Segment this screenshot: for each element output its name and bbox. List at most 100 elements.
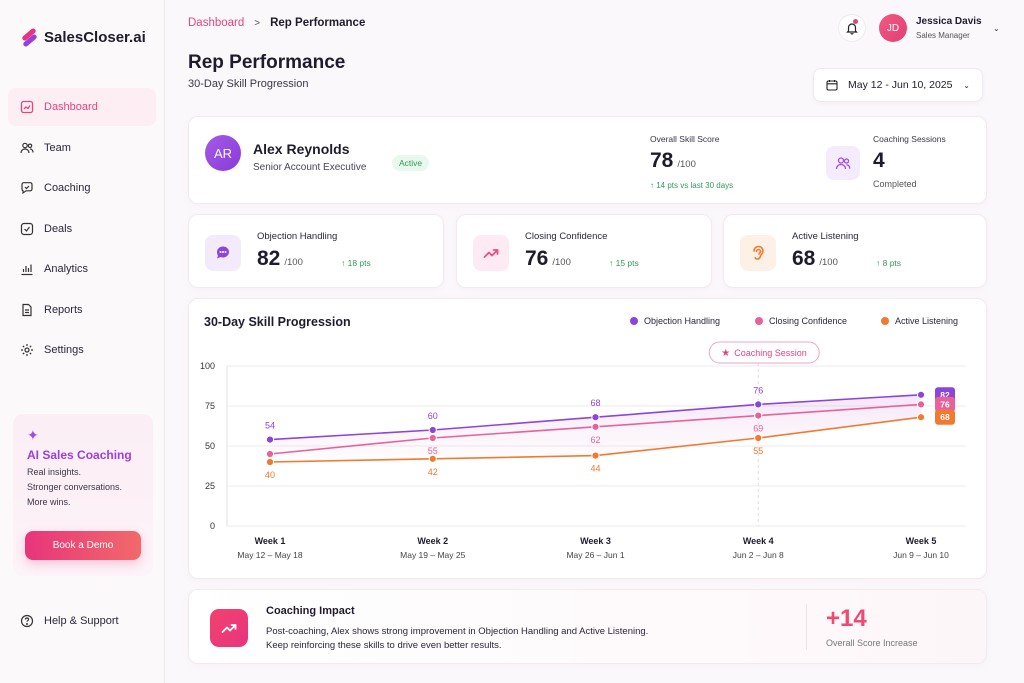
user-role: Sales Manager <box>916 31 970 40</box>
data-point <box>916 390 926 399</box>
book-demo-button[interactable]: Book a Demo <box>25 531 141 560</box>
data-point <box>754 411 763 420</box>
metric-card-objection-handling: Objection Handling 82/100 ↑ 18 pts <box>188 214 444 288</box>
x-tick-label: Week 4 <box>743 536 774 546</box>
coaching-impact-card: Coaching Impact Post-coaching, Alex show… <box>188 589 987 664</box>
y-tick-label: 50 <box>205 441 215 451</box>
divider <box>806 604 807 650</box>
data-point <box>428 433 437 443</box>
promo-line: Real insights. <box>27 467 82 477</box>
user-avatar[interactable]: JD <box>879 14 907 42</box>
breadcrumb-dashboard-link[interactable]: Dashboard <box>188 17 245 29</box>
metric-max: /100 <box>819 257 838 268</box>
data-point <box>591 451 600 460</box>
sidebar-item-reports[interactable]: Reports <box>8 291 156 329</box>
chevron-down-icon[interactable]: ⌄ <box>993 24 1000 33</box>
star-icon: ★ <box>721 348 730 359</box>
skill-progression-chart: 0 25 50 75 100 Week 1 May 12 – May 18 Week 2 May… <box>200 341 966 560</box>
breadcrumb-current: Rep Performance <box>270 17 366 29</box>
logo-mark-icon <box>20 27 38 48</box>
sidebar-item-coaching[interactable]: Coaching <box>8 169 156 207</box>
end-label: 82 <box>940 390 950 400</box>
metric-card-active-listening: Active Listening 68/100 ↑ 8 pts <box>723 214 987 288</box>
sessions-value: 4 <box>873 149 885 172</box>
data-point <box>591 422 600 431</box>
legend-label: Active Listening <box>895 316 959 326</box>
overall-score-value: 78 <box>650 149 674 172</box>
sessions-label: Coaching Sessions <box>873 134 946 144</box>
legend-item-active-listening[interactable]: Active Listening <box>881 316 958 326</box>
user-name[interactable]: Jessica Davis <box>916 16 982 27</box>
data-label: 68 <box>590 398 600 408</box>
legend-dot <box>755 317 763 325</box>
team-icon <box>20 141 34 155</box>
coaching-icon <box>20 181 34 195</box>
legend-dot <box>881 317 889 325</box>
data-label: 69 <box>753 424 763 434</box>
impact-text: Post-coaching, Alex shows strong improve… <box>266 626 649 637</box>
x-tick-sublabel: May 12 – May 18 <box>237 550 302 560</box>
chat-bubble-icon <box>205 235 241 271</box>
promo-card: ✦ AI Sales Coaching Real insights. Stron… <box>13 414 153 576</box>
trend-up-icon <box>473 235 509 271</box>
metric-score: 82 <box>257 247 281 270</box>
data-label: 62 <box>590 435 600 445</box>
metric-value: 76/100 <box>525 247 571 271</box>
analytics-icon <box>20 262 34 276</box>
data-point <box>428 425 437 435</box>
app-logo[interactable]: SalesCloser.ai <box>20 27 146 48</box>
impact-text: Keep reinforcing these skills to drive e… <box>266 640 502 651</box>
data-point <box>754 433 763 443</box>
sidebar-item-analytics[interactable]: Analytics <box>8 250 156 288</box>
sidebar: SalesCloser.ai Dashboard Team Coaching D… <box>0 0 165 683</box>
ear-icon <box>740 235 776 271</box>
notifications-button[interactable] <box>838 14 866 42</box>
data-point <box>265 435 275 444</box>
date-range-picker[interactable]: May 12 - Jun 10, 2025 ⌄ <box>813 68 983 102</box>
sidebar-item-label: Analytics <box>44 263 89 275</box>
bell-icon <box>846 23 858 35</box>
end-label-badge <box>935 409 955 425</box>
page-title: Rep Performance <box>188 52 346 73</box>
data-label: 54 <box>265 421 275 431</box>
data-point <box>916 413 926 422</box>
sidebar-item-dashboard[interactable]: Dashboard <box>8 88 156 126</box>
sidebar-item-team[interactable]: Team <box>8 129 156 167</box>
help-icon <box>20 614 34 628</box>
status-badge: Active <box>392 155 430 171</box>
metric-value: 68/100 <box>792 247 838 271</box>
data-label: 55 <box>428 446 438 456</box>
y-tick-label: 0 <box>210 521 215 531</box>
reports-icon <box>20 303 34 317</box>
data-point <box>916 400 926 409</box>
metric-score: 68 <box>792 247 816 270</box>
legend-item-objection-handling[interactable]: Objection Handling <box>630 316 720 326</box>
legend-label: Objection Handling <box>644 316 721 326</box>
rep-profile-card: AR Alex Reynolds Senior Account Executiv… <box>188 116 987 204</box>
sidebar-item-settings[interactable]: Settings <box>8 331 156 369</box>
metric-value: 82/100 <box>257 247 303 271</box>
x-tick-sublabel: Jun 2 – Jun 8 <box>733 550 784 560</box>
end-label: 76 <box>940 399 950 409</box>
x-tick-sublabel: Jun 9 – Jun 10 <box>893 550 949 560</box>
x-tick-label: Week 5 <box>906 536 937 546</box>
impact-value-label: Overall Score Increase <box>826 638 918 648</box>
data-label: 60 <box>428 411 438 421</box>
data-label: 55 <box>753 446 763 456</box>
date-range-value: May 12 - Jun 10, 2025 <box>848 79 953 91</box>
chevron-right-icon: > <box>254 17 261 29</box>
legend-item-closing-confidence[interactable]: Closing Confidence <box>755 316 847 326</box>
sidebar-nav: Dashboard Team Coaching Deals Analytics <box>8 88 156 372</box>
rep-title: Senior Account Executive <box>253 162 367 173</box>
metric-card-closing-confidence: Closing Confidence 76/100 ↑ 15 pts <box>456 214 712 288</box>
impact-value: +14 <box>826 605 867 632</box>
sessions-sub: Completed <box>873 179 917 189</box>
overall-score-delta: ↑ 14 pts vs last 30 days <box>650 181 734 190</box>
legend-label: Closing Confidence <box>769 316 848 326</box>
data-label: 42 <box>428 467 438 477</box>
help-support-link[interactable]: Help & Support <box>20 614 119 628</box>
sidebar-item-deals[interactable]: Deals <box>8 210 156 248</box>
y-tick-label: 25 <box>205 481 215 491</box>
sidebar-item-label: Coaching <box>44 182 91 194</box>
overall-score-label: Overall Skill Score <box>650 134 720 144</box>
